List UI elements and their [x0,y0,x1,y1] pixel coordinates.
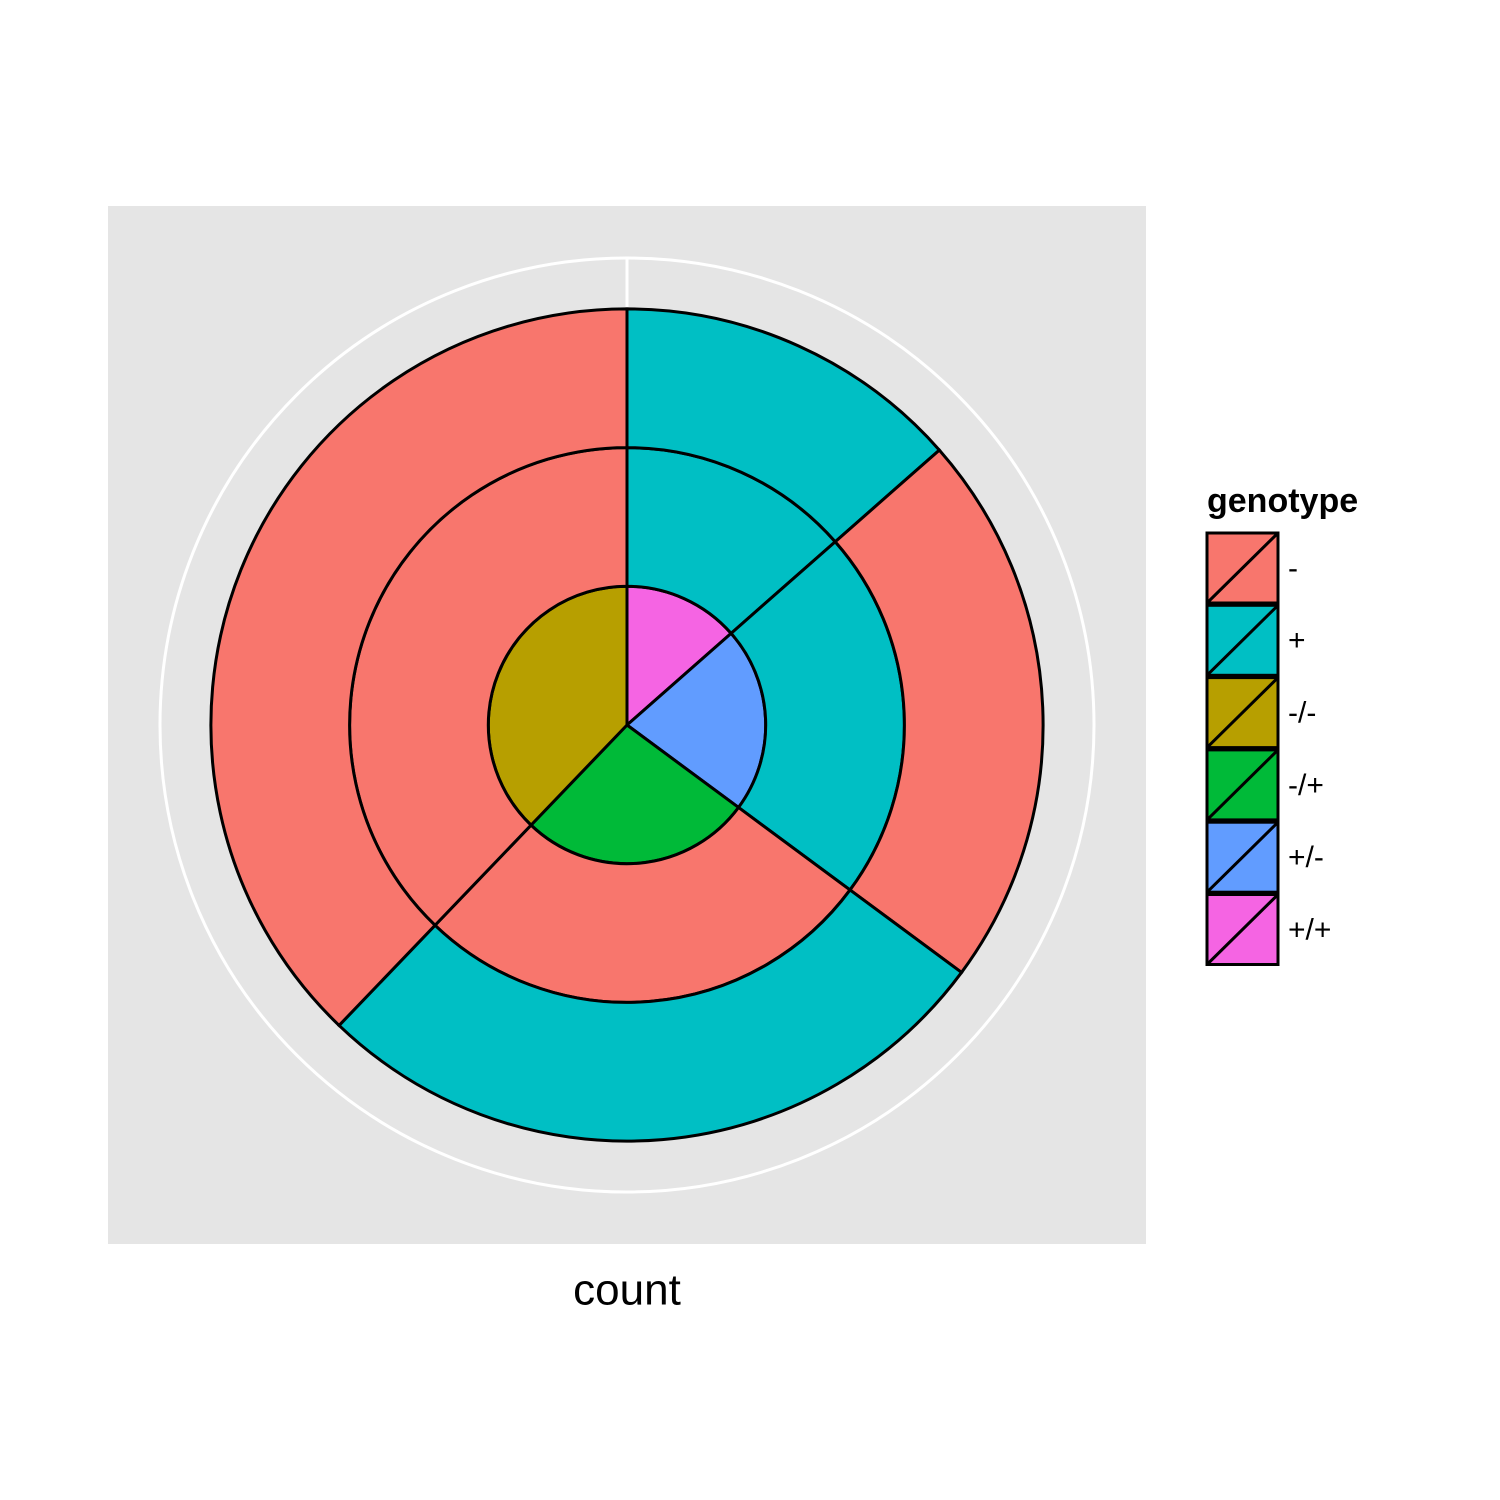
x-axis-label: count [573,1266,681,1315]
legend-label: - [1288,552,1298,585]
legend-key-line [1205,531,1280,605]
rings [209,307,1045,1143]
legend-label: + [1288,624,1306,657]
legend-label: -/+ [1288,769,1324,802]
legend-key-line [1205,748,1280,821]
legend-label: +/- [1288,841,1324,874]
legend-title: genotype [1207,482,1358,520]
legend-key-line [1205,604,1280,677]
ring-segment [336,887,964,1143]
ring-segment [833,447,1045,975]
legend-label: -/- [1288,697,1316,730]
legend-key-line [1205,893,1280,966]
legend-key-line [1205,821,1280,894]
legend: - + -/- -/+ +/- +/+ [1205,531,1331,966]
legend-key-line [1205,676,1280,749]
legend-label: +/+ [1288,913,1331,946]
ring-segment [209,307,629,1028]
